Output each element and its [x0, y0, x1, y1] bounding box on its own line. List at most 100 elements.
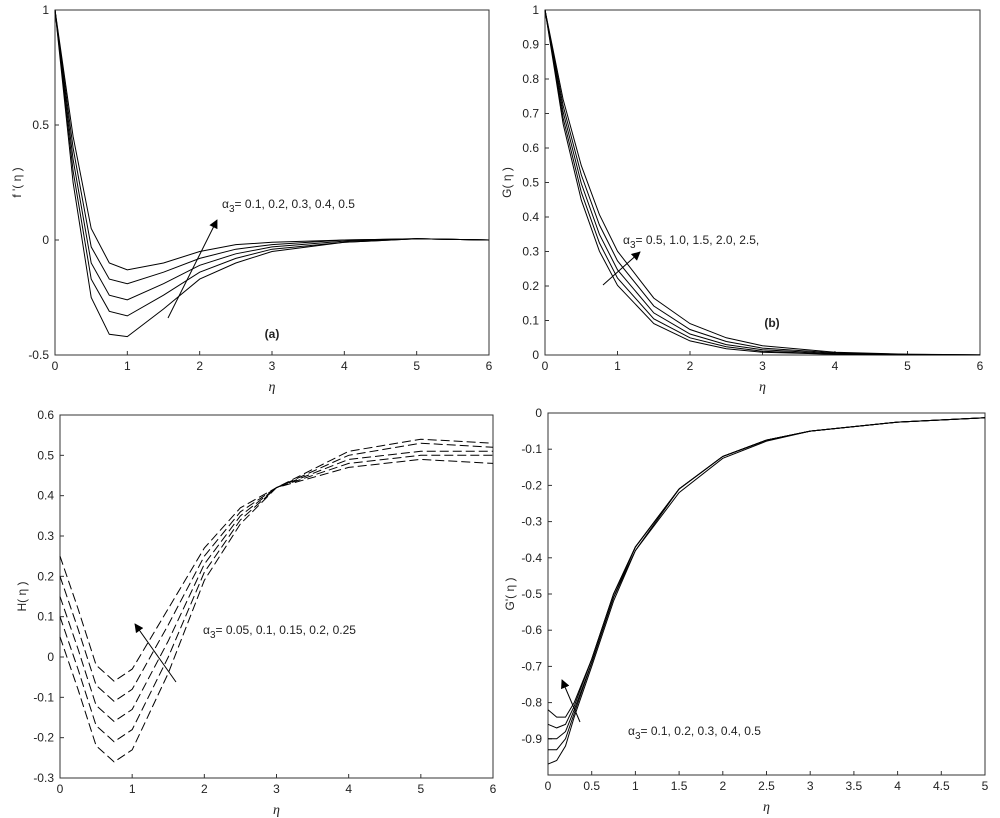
x-tick-label: 2	[201, 782, 208, 796]
curve	[544, 9, 981, 356]
y-tick-label: 0.5	[37, 448, 54, 462]
x-tick-label: 5	[904, 359, 911, 373]
x-tick-label: 1	[129, 782, 136, 796]
x-tick-label: 3	[269, 359, 276, 373]
y-tick-label: 0.5	[32, 118, 49, 132]
y-tick-label: 1	[532, 3, 539, 17]
arrow	[561, 679, 581, 723]
arrow	[134, 623, 177, 683]
curve	[548, 417, 986, 751]
curve	[544, 9, 980, 356]
x-tick-label: 4.5	[933, 779, 950, 793]
x-tick-label: 0	[542, 359, 549, 373]
y-tick-label: -0.2	[33, 731, 54, 745]
y-tick-label: 0.2	[522, 279, 539, 293]
annotation-symbol: α	[203, 623, 210, 637]
y-axis-label: f '( η )	[10, 167, 24, 197]
x-tick-label: 3	[807, 779, 814, 793]
x-tick-label: 2	[196, 359, 203, 373]
y-tick-label: 0.5	[522, 176, 539, 190]
curve	[54, 9, 490, 317]
y-axis-label: G( η )	[500, 167, 514, 198]
x-tick-label: 5	[982, 779, 989, 793]
annotation-text: = 0.05, 0.1, 0.15, 0.2, 0.25	[216, 623, 357, 637]
curve	[547, 417, 986, 718]
x-tick-label: 2	[719, 779, 726, 793]
x-tick-label: 1.5	[671, 779, 688, 793]
annotation: α3= 0.1, 0.2, 0.3, 0.4, 0.5	[628, 724, 761, 742]
y-tick-label: -0.5	[521, 587, 542, 601]
annotation-text: = 0.1, 0.2, 0.3, 0.4, 0.5	[235, 197, 356, 211]
annotation-symbol: α	[628, 724, 635, 738]
x-tick-label: 1	[124, 359, 131, 373]
x-axis-label: η	[759, 380, 766, 395]
annotation-text: = 0.1, 0.2, 0.3, 0.4, 0.5	[641, 724, 762, 738]
curve	[547, 417, 986, 765]
curve	[547, 417, 986, 729]
arrow	[167, 219, 218, 319]
annotation-symbol: α	[623, 233, 630, 247]
curve	[59, 458, 494, 682]
x-tick-label: 5	[417, 782, 424, 796]
y-tick-label: 0.4	[522, 210, 539, 224]
arrow	[602, 251, 641, 286]
x-tick-label: 4	[345, 782, 352, 796]
annotation: α3= 0.1, 0.2, 0.3, 0.4, 0.5	[222, 197, 355, 215]
curve	[544, 9, 981, 356]
y-tick-label: -0.1	[33, 690, 54, 704]
y-tick-label: 0.8	[522, 72, 539, 86]
curve	[59, 442, 494, 743]
y-axis-label: H( η )	[15, 581, 29, 611]
annotation-subscript: 3	[210, 630, 216, 641]
panel-label: (a)	[265, 327, 280, 341]
x-tick-label: 0	[545, 779, 552, 793]
y-tick-label: -0.9	[521, 732, 542, 746]
x-tick-label: 3.5	[846, 779, 863, 793]
y-tick-label: 1	[42, 3, 49, 17]
x-axis-label: η	[269, 380, 276, 395]
y-tick-label: 0.6	[37, 408, 54, 422]
x-tick-label: 3	[273, 782, 280, 796]
curve	[544, 9, 981, 356]
curve	[59, 454, 493, 703]
y-tick-label: -0.4	[521, 551, 542, 565]
y-tick-label: -0.5	[28, 348, 49, 362]
y-tick-label: -0.3	[521, 515, 542, 529]
x-tick-label: 0.5	[583, 779, 600, 793]
x-tick-label: 3	[759, 359, 766, 373]
y-tick-label: 0.1	[37, 610, 54, 624]
y-tick-label: 0.3	[37, 529, 54, 543]
x-tick-label: 5	[413, 359, 420, 373]
curve	[54, 9, 490, 285]
annotation-symbol: α	[222, 197, 229, 211]
y-tick-label: 0.3	[522, 245, 539, 259]
y-tick-label: 0.4	[37, 489, 54, 503]
curve	[59, 450, 493, 723]
x-axis-label: η	[763, 800, 770, 815]
y-axis-label: G'( η )	[503, 578, 517, 611]
curve	[54, 9, 490, 301]
x-tick-label: 6	[490, 782, 497, 796]
x-tick-label: 6	[977, 359, 984, 373]
plot-frame	[544, 9, 981, 356]
x-tick-label: 2	[687, 359, 694, 373]
y-tick-label: 0.1	[522, 314, 539, 328]
y-tick-label: -0.7	[521, 659, 542, 673]
annotation-text: = 0.5, 1.0, 1.5, 2.0, 2.5,	[636, 233, 760, 247]
y-tick-label: 0	[47, 650, 54, 664]
x-tick-label: 0	[52, 359, 59, 373]
x-tick-label: 1	[632, 779, 639, 793]
curve	[54, 9, 490, 338]
plot-frame	[59, 414, 494, 779]
y-tick-label: -0.6	[521, 623, 542, 637]
annotation-subscript: 3	[630, 240, 636, 251]
x-tick-label: 1	[614, 359, 621, 373]
curve	[59, 438, 494, 763]
y-tick-label: 0.6	[522, 141, 539, 155]
curve	[548, 417, 986, 740]
y-tick-label: 0.2	[37, 569, 54, 583]
x-tick-label: 4	[341, 359, 348, 373]
annotation-subscript: 3	[229, 204, 235, 215]
annotation: α3= 0.05, 0.1, 0.15, 0.2, 0.25	[203, 623, 356, 641]
